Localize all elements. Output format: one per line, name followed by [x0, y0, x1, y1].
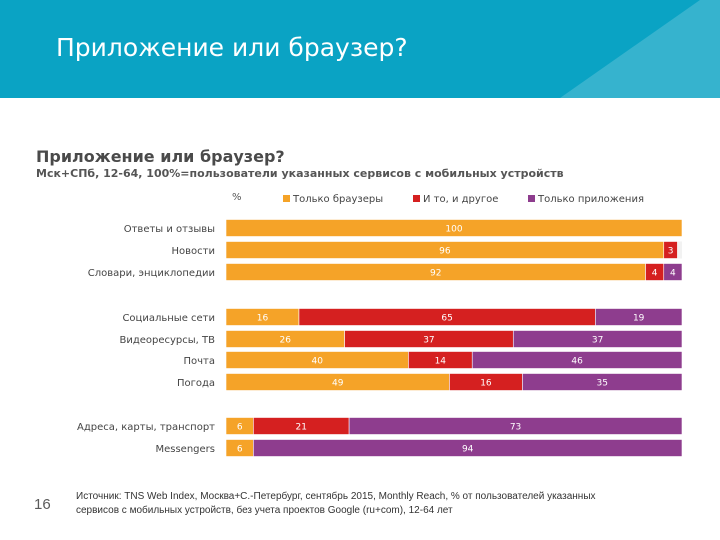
data-label: 37: [592, 336, 603, 346]
data-label: 35: [596, 379, 607, 389]
bar-segment: [595, 308, 683, 326]
chart-panel: [30, 143, 690, 461]
category-label: Видеоресурсы, ТВ: [119, 335, 215, 346]
data-label: 16: [480, 379, 492, 389]
category-label: Почта: [184, 356, 216, 367]
data-label: 96: [439, 247, 451, 257]
category-label: Новости: [172, 246, 215, 257]
legend-entry: Только браузеры: [292, 194, 383, 205]
data-label: 73: [510, 423, 521, 433]
category-label: Социальные сети: [122, 313, 215, 324]
data-label: 94: [462, 445, 474, 455]
data-label: 100: [445, 225, 462, 235]
data-label: 92: [430, 269, 441, 279]
data-label: 49: [332, 379, 344, 389]
category-label: Адреса, карты, транспорт: [77, 422, 215, 433]
watermark-graphic: [560, 0, 720, 98]
bar-segment: [471, 351, 683, 369]
source-note: Источник: TNS Web Index, Москва+С.-Петер…: [76, 490, 636, 518]
data-label: 6: [237, 423, 243, 433]
slide-header: [0, 0, 720, 98]
data-label: 14: [435, 357, 447, 367]
source-note-line: Источник: TNS Web Index, Москва+С.-Петер…: [76, 491, 596, 502]
category-label: Словари, энциклопедии: [88, 268, 215, 279]
data-label: 26: [280, 336, 292, 346]
data-label: 4: [652, 269, 658, 279]
legend-swatch: [283, 195, 290, 202]
bar-segment: [663, 263, 683, 281]
legend-entry: Только приложения: [537, 194, 644, 205]
data-label: 16: [257, 314, 269, 324]
category-label: Messengers: [155, 444, 215, 455]
source-note-line: сервисов с мобильных устройств, без учет…: [76, 505, 453, 516]
data-label: 19: [633, 314, 645, 324]
data-label: 4: [670, 269, 676, 279]
unit-label: %: [232, 192, 242, 203]
bar-segment: [522, 373, 683, 391]
category-label: Ответы и отзывы: [124, 224, 215, 235]
slide-title: Приложение или браузер?: [56, 33, 408, 62]
data-label: 3: [668, 247, 674, 257]
bar-segment: [348, 417, 683, 435]
bar-segment: [225, 219, 683, 237]
bar-segment: [663, 241, 678, 259]
bar-segment: [512, 330, 683, 348]
data-label: 37: [423, 336, 434, 346]
bar-segment: [253, 439, 683, 457]
chart-title: Приложение или браузер?: [36, 147, 285, 166]
legend-swatch: [413, 195, 420, 202]
legend-swatch: [528, 195, 535, 202]
data-label: 65: [441, 314, 452, 324]
category-label: Погода: [177, 378, 215, 389]
data-label: 46: [571, 357, 583, 367]
chart-subtitle: Мск+СПб, 12-64, 100%=пользователи указан…: [36, 167, 564, 180]
data-label: 6: [237, 445, 243, 455]
legend-entry: И то, и другое: [423, 194, 498, 205]
slide-number: 16: [34, 496, 51, 513]
data-label: 40: [311, 357, 323, 367]
data-label: 21: [296, 423, 307, 433]
